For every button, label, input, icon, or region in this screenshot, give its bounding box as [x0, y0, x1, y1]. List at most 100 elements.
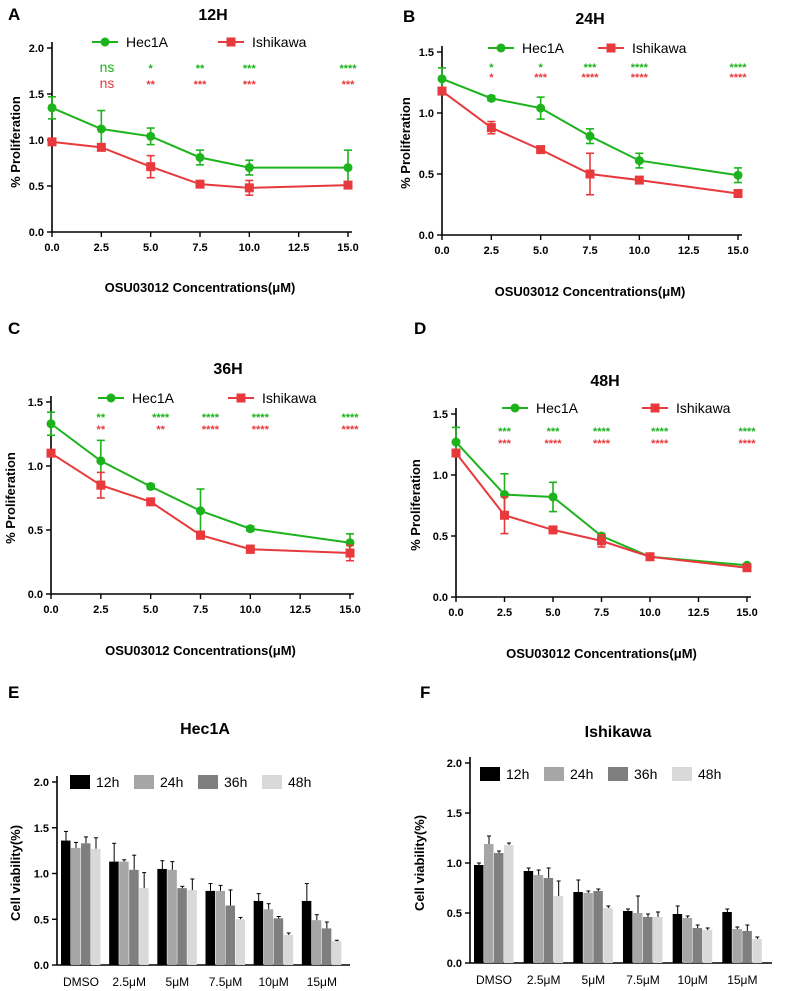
panel-f-y-label: Cell viability(%) — [412, 815, 427, 911]
panel-e-legend-48h-label: 48h — [288, 774, 311, 790]
panel-a-hec1a-point — [343, 163, 353, 173]
panel-c-ishikawa-point — [245, 544, 255, 554]
panel-c-ishikawa-point — [46, 448, 56, 458]
panel-f-title: Ishikawa — [585, 724, 652, 741]
panel-a-hec1a-point — [47, 103, 57, 113]
panel-f-category-label: 5μM — [582, 973, 606, 987]
panel-d-legend-hec1a-label: Hec1A — [536, 400, 579, 416]
panel-d-ishikawa-point — [742, 563, 752, 573]
panel-c-y-tick-label: 1.0 — [28, 461, 43, 473]
panel-e-bar-48h — [91, 848, 101, 965]
panel-c-ishikawa-significance: **** — [202, 424, 220, 436]
panel-f-bar-24h — [484, 844, 494, 963]
panel-f-letter: F — [420, 683, 430, 702]
panel-c-hec1a-point — [196, 506, 205, 516]
panel-f-bar-12h — [722, 912, 732, 963]
panel-e-legend-36h-label: 36h — [224, 774, 247, 790]
panel-b-hec1a-significance: **** — [729, 62, 747, 74]
panel-b-y-tick-label: 0.0 — [419, 230, 434, 242]
panel-d-y-tick-label: 0.0 — [433, 592, 448, 604]
panel-d-hec1a-significance: *** — [547, 426, 561, 438]
panel-a-letter: A — [8, 5, 20, 24]
panel-d-title: 48H — [590, 373, 619, 390]
panel-b-hec1a-line — [441, 77, 739, 177]
panel-d-hec1a-point — [451, 437, 461, 447]
panel-e-bar-12h — [61, 840, 71, 965]
panel-b-x-tick-label: 12.5 — [678, 245, 699, 257]
panel-b-ishikawa-point — [486, 123, 496, 133]
panel-f-bar-12h — [623, 911, 633, 963]
panel-d-legend-ishikawa-marker — [650, 403, 660, 413]
panel-d-hec1a-point — [548, 492, 558, 502]
panel-e-legend-12h-swatch — [70, 775, 90, 789]
panel-a-hec1a-significance: ns — [100, 59, 115, 75]
panel-b-ishikawa-significance: **** — [581, 72, 599, 84]
panel-f-legend-36h-swatch — [608, 767, 628, 781]
panel-c-x-label: OSU03012 Concentrations(μM) — [105, 643, 296, 658]
panel-d-x-tick-label: 12.5 — [688, 607, 709, 619]
panel-f-category-label: 7.5μM — [626, 973, 660, 987]
panel-b-x-tick-label: 5.0 — [533, 245, 548, 257]
panel-e-category-label: 2.5μM — [112, 975, 146, 989]
panel-d-x-tick-label: 0.0 — [448, 607, 463, 619]
panel-f-bar-24h — [533, 875, 544, 963]
panel-d-legend-ishikawa-label: Ishikawa — [676, 400, 731, 416]
panel-b-y-label: % Proliferation — [398, 97, 413, 189]
panel-e-title: Hec1A — [180, 721, 230, 738]
panel-c-legend-ishikawa-label: Ishikawa — [262, 390, 317, 406]
panel-c-ishikawa-point — [146, 497, 156, 507]
panel-b-hec1a-point — [585, 131, 595, 141]
panel-b-x-tick-label: 2.5 — [484, 245, 499, 257]
panel-f-bar-48h — [603, 908, 613, 963]
panel-d-x-tick-label: 5.0 — [545, 607, 560, 619]
panel-a-hec1a-significance: *** — [243, 63, 257, 75]
panel-c-hec1a-significance: **** — [341, 412, 359, 424]
panel-b-x-tick-label: 10.0 — [629, 245, 650, 257]
panel-c-ishikawa-significance: **** — [341, 424, 359, 436]
panel-c-x-tick-label: 5.0 — [143, 604, 158, 616]
panel-e-bar-24h — [167, 869, 177, 965]
panel-d-x-tick-label: 7.5 — [594, 607, 609, 619]
panel-f-bar-48h — [653, 917, 663, 963]
panel-a-ishikawa-point — [96, 142, 106, 152]
panel-b-x-label: OSU03012 Concentrations(μM) — [495, 284, 686, 299]
panel-e-y-tick-label: 1.0 — [34, 869, 49, 881]
panel-e-legend-36h-swatch — [198, 775, 218, 789]
panel-d-x-tick-label: 2.5 — [497, 607, 512, 619]
panel-e-category-label: 7.5μM — [209, 975, 243, 989]
panel-b-legend-ishikawa-marker — [606, 43, 616, 53]
panel-c-ishikawa-point — [96, 480, 106, 490]
panel-a-hec1a-point — [146, 131, 156, 141]
panel-a-x-tick-label: 12.5 — [288, 242, 309, 254]
panel-a-y-tick-label: 2.0 — [29, 43, 44, 55]
panel-a-hec1a-line — [51, 106, 348, 169]
panel-e-bar-24h — [215, 890, 225, 965]
panel-d-hec1a-significance: **** — [738, 426, 756, 438]
panel-a-y-tick-label: 1.0 — [29, 135, 44, 147]
panel-a-x-tick-label: 7.5 — [192, 242, 207, 254]
panel-a-ishikawa-significance: ** — [146, 79, 155, 91]
panel-b-x-tick-label: 15.0 — [727, 245, 748, 257]
panel-c-y-tick-label: 1.5 — [28, 397, 43, 409]
panel-a-ishikawa-significance: ns — [100, 75, 115, 91]
panel-c-y-label: % Proliferation — [3, 452, 18, 544]
panel-d-hec1a-significance: **** — [593, 426, 611, 438]
panel-f-bar-12h — [672, 914, 683, 963]
panel-b-hec1a-point — [634, 156, 644, 166]
panel-b-hec1a-significance: *** — [584, 62, 598, 74]
panel-f-legend-24h-swatch — [544, 767, 564, 781]
panel-d-ishikawa-line — [455, 452, 748, 569]
panel-a-ishikawa-significance: *** — [342, 79, 356, 91]
panel-b-hec1a-point — [437, 74, 447, 84]
panel-c-ishikawa-point — [345, 548, 355, 558]
panel-e-bar-24h — [71, 847, 81, 965]
panel-b-ishikawa-point — [437, 86, 447, 96]
panel-e-letter: E — [8, 683, 19, 702]
panel-e-bar-48h — [187, 889, 197, 965]
panel-a-y-tick-label: 0.0 — [29, 227, 44, 239]
panel-f-bar-24h — [682, 918, 693, 963]
panel-c-legend-ishikawa-marker — [236, 393, 246, 403]
panel-f-bar-24h — [732, 929, 742, 963]
panel-e-y-tick-label: 0.0 — [34, 960, 49, 972]
panel-a-hec1a-point — [96, 124, 106, 134]
